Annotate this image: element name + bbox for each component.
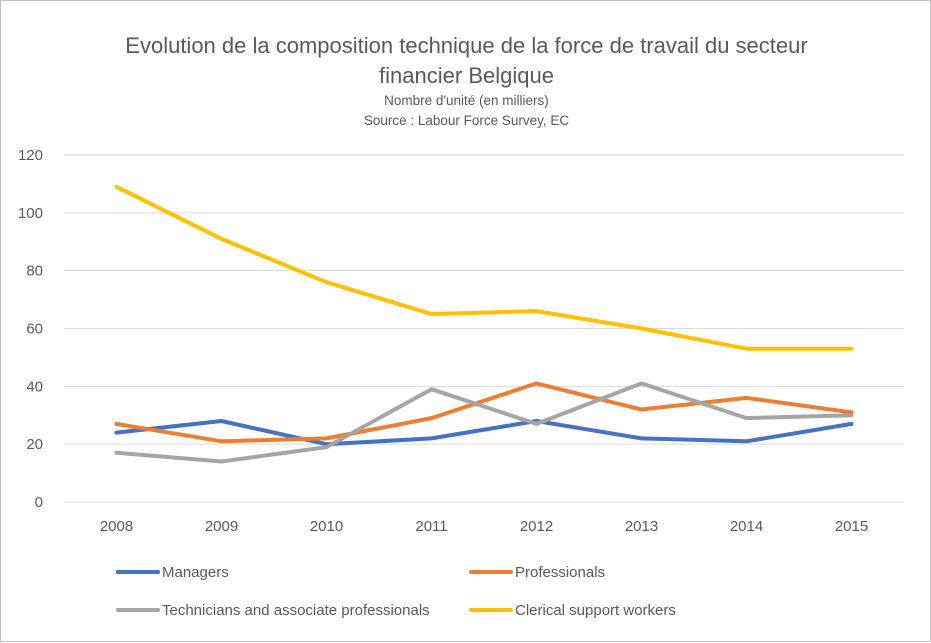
legend-label-4: Clerical support workers <box>515 602 676 619</box>
x-tick-label: 2012 <box>520 518 553 535</box>
series-line-2 <box>114 381 854 444</box>
x-tick-label: 2013 <box>625 518 658 535</box>
x-tick-label: 2010 <box>310 518 343 535</box>
x-tick-label: 2011 <box>415 518 447 535</box>
chart-title: Evolution de la composition technique de… <box>1 31 931 91</box>
series-line-3 <box>114 381 854 464</box>
y-tick-label: 60 <box>26 321 43 338</box>
y-tick-label: 0 <box>35 494 43 511</box>
x-tick-label: 2015 <box>835 518 868 535</box>
series-line-4 <box>114 184 854 351</box>
chart-title-line2: financier Belgique <box>379 63 554 88</box>
y-tick-label: 80 <box>26 263 43 280</box>
chart-subtitle-line1: Nombre d'unité (en milliers) <box>384 93 549 108</box>
series-line-1 <box>114 419 854 447</box>
x-tick-label: 2008 <box>100 518 133 535</box>
x-tick-label: 2014 <box>730 518 763 535</box>
y-tick-label: 40 <box>26 378 43 395</box>
chart-title-line1: Evolution de la composition technique de… <box>125 33 808 58</box>
x-tick-label: 2009 <box>205 518 238 535</box>
y-tick-label: 20 <box>26 436 43 453</box>
y-tick-label: 100 <box>18 205 43 222</box>
legend-label-3: Technicians and associate professionals <box>162 602 430 619</box>
chart-subtitle-line2: Source : Labour Force Survey, EC <box>363 113 570 128</box>
legend-label-1: Managers <box>162 564 229 581</box>
legend-label-2: Professionals <box>515 564 605 581</box>
y-tick-label: 120 <box>18 147 43 164</box>
